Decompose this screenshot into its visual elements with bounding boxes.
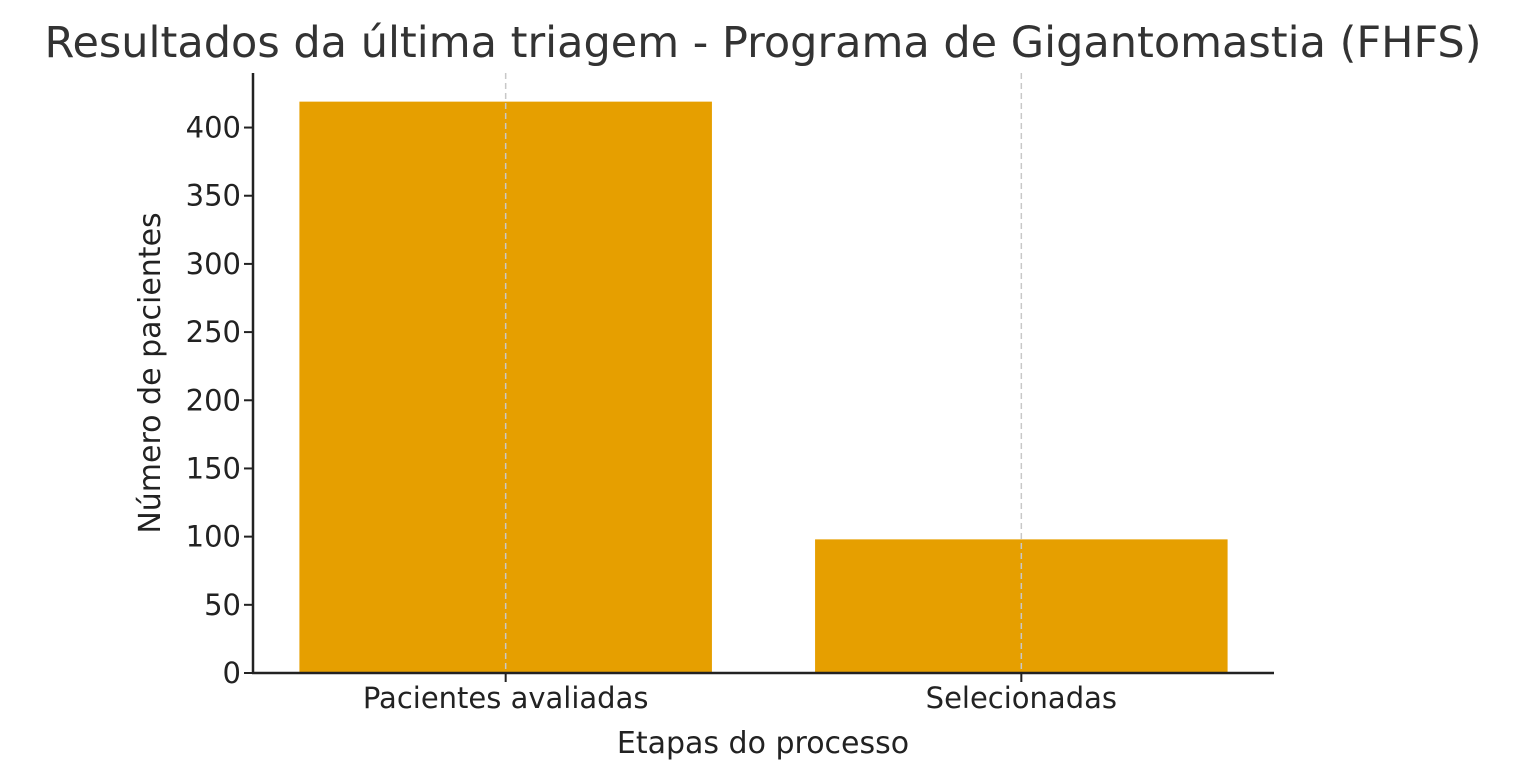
y-tick-label: 50 [204,588,241,622]
y-tick-label: 100 [186,520,241,554]
y-tick-label: 300 [186,247,241,281]
y-tick-label: 400 [186,111,241,145]
chart-title: Resultados da última triagem - Programa … [45,18,1482,68]
y-tick-label: 200 [186,383,241,417]
bars [299,101,1228,674]
y-axis-label: Número de pacientes [133,212,168,533]
y-tick-label: 250 [186,315,241,349]
y-ticks: 0 50 100 150 200 250 300 350 400 [186,111,253,690]
y-tick-label: 150 [186,451,241,485]
y-tick-label: 0 [223,656,241,690]
x-tick-label: Selecionadas [926,681,1117,715]
y-tick-label: 350 [186,179,241,213]
x-axis-label: Etapas do processo [617,726,909,761]
gridlines-front [504,73,1023,673]
x-tick-label: Pacientes avaliadas [363,681,649,715]
x-ticks: Pacientes avaliadas Selecionadas [363,673,1117,715]
